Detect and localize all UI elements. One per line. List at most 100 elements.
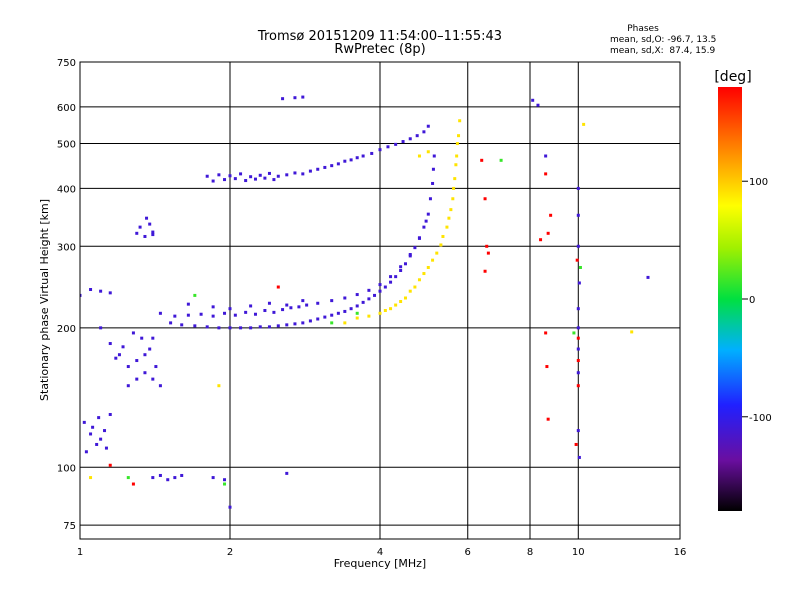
data-point [151,476,155,480]
data-point [386,145,390,149]
colorbar-ticks: 100 0 -100 [742,177,772,424]
data-point [263,176,267,180]
data-point [316,167,320,171]
data-point [253,177,257,181]
data-point [426,124,430,128]
data-point [435,251,439,255]
data-point [389,280,393,284]
data-point [211,476,215,480]
stats-line-o: mean, sd,O: -96.7, 13.5 [610,35,716,45]
data-point [108,412,112,416]
data-point [205,325,209,329]
data-point [373,293,377,297]
data-point [576,359,580,363]
data-point [99,326,103,330]
data-point [576,213,580,217]
data-point [186,302,190,306]
data-point [158,473,162,477]
data-point [89,476,93,480]
data-point [158,384,162,388]
data-point [408,289,412,293]
data-point [424,219,428,223]
data-point [272,178,276,182]
data-point [544,154,548,158]
data-point [217,384,221,388]
data-point [394,142,398,146]
data-point [223,311,227,315]
y-tick-label: 300 [57,242,76,253]
data-point [193,293,197,297]
data-point [223,482,227,486]
data-point [228,174,232,178]
data-point [276,324,280,328]
data-point [378,289,382,293]
data-point [121,345,125,349]
data-point [305,303,309,307]
data-point [276,174,280,178]
data-point [546,417,550,421]
data-point [316,301,320,305]
data-point [389,275,393,279]
data-point [223,478,227,482]
data-point [285,471,289,475]
data-point [289,306,293,310]
data-point [417,236,421,240]
data-point [480,158,484,162]
data-point [452,186,456,190]
data-point [293,322,297,326]
data-point [575,258,579,262]
x-tick-label: 16 [674,547,687,558]
data-point [211,314,215,318]
data-point [370,151,374,155]
data-point [143,371,147,375]
data-point [383,309,387,313]
data-point [536,103,540,107]
data-point [285,323,289,327]
data-point [244,179,248,183]
data-point [572,331,576,335]
data-point [499,158,503,162]
data-point [455,154,459,158]
data-point [267,301,271,305]
x-axis-ticks: 1 2 4 6 8 10 16 [77,547,687,558]
data-point [293,171,297,175]
data-point [148,222,152,226]
data-point [413,246,417,250]
data-point [546,231,550,235]
data-point [349,307,353,311]
data-point [285,173,289,177]
data-point [114,356,118,360]
data-point [549,213,553,217]
data-point [249,326,253,330]
data-point [531,98,535,102]
y-tick-label: 500 [57,140,76,151]
data-point [457,134,461,138]
data-point [228,326,232,330]
data-point [408,137,412,141]
data-point [126,384,130,388]
data-point [486,251,490,255]
data-point [151,233,155,237]
data-point [578,265,582,269]
data-point [431,258,435,262]
x-tick-label: 8 [527,547,533,558]
data-point [91,425,95,429]
data-point [577,281,581,285]
data-point [154,365,158,369]
data-point [383,285,387,289]
data-point [367,288,371,292]
data-point [131,331,135,335]
y-axis-ticks: 75 100 200 300 400 500 600 750 [57,58,76,532]
data-point [431,167,435,171]
data-point [233,177,237,181]
data-point [145,216,149,220]
data-point [151,230,155,234]
data-point [308,169,312,173]
data-point [355,156,359,160]
data-point [316,317,320,321]
data-point [276,285,280,289]
data-point [217,173,221,177]
data-point [272,310,276,314]
data-point [413,285,417,289]
data-point [576,326,580,330]
